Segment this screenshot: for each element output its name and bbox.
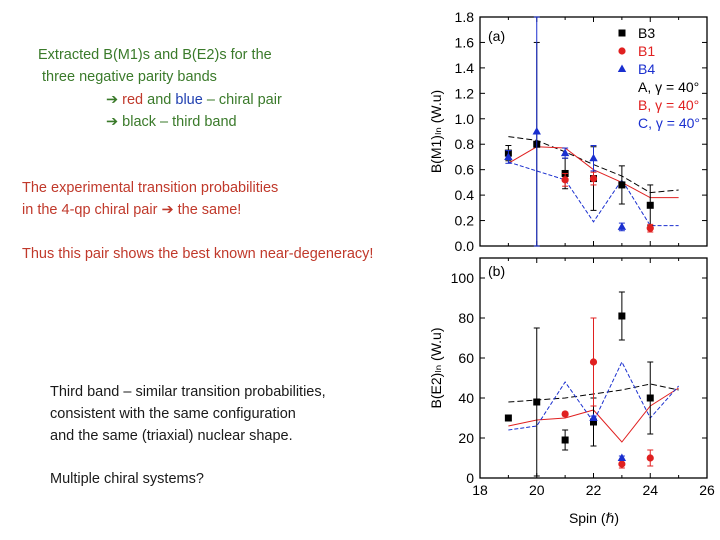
panel-b-point-b3 bbox=[618, 312, 626, 320]
panel-b-point-b3 bbox=[504, 414, 512, 422]
legend-label: B4 bbox=[638, 61, 655, 77]
legend-marker-circle bbox=[618, 47, 626, 55]
panel-b-point-b3 bbox=[590, 418, 597, 426]
panel-a-ytick-label: 0.0 bbox=[455, 238, 475, 254]
panel-a-point-b4 bbox=[589, 153, 598, 162]
x-tick-label: 26 bbox=[699, 482, 715, 498]
panel-a-point-b4 bbox=[560, 148, 570, 157]
panel-b-point-b3 bbox=[646, 394, 654, 402]
x-tick-label: 24 bbox=[642, 482, 658, 498]
panel-b-point-b4 bbox=[617, 453, 627, 461]
panel-b-ytick-label: 80 bbox=[458, 310, 474, 326]
x-tick-label: 22 bbox=[586, 482, 602, 498]
panel-b-ytick-label: 100 bbox=[451, 270, 475, 286]
panel-a-ytick-label: 0.6 bbox=[455, 162, 475, 178]
multiple-chiral-question: Multiple chiral systems? bbox=[50, 471, 204, 487]
panel-a-ytick-label: 1.6 bbox=[455, 34, 475, 50]
panel-a-point-b1 bbox=[561, 176, 569, 184]
panel-b-ytick-label: 40 bbox=[458, 390, 474, 406]
third-band-line: ➔ black – third band bbox=[106, 113, 237, 132]
chiral-pair-text: – chiral pair bbox=[206, 92, 282, 108]
arrow-icon: ➔ bbox=[106, 114, 119, 130]
x-axis-label: Spin (ℏ) bbox=[569, 510, 619, 526]
panel-b-point-b3 bbox=[561, 436, 569, 444]
experiment-line-2a: in the 4-qp chiral pair bbox=[22, 202, 158, 218]
panel-a-label: (a) bbox=[488, 28, 505, 44]
and-word: and bbox=[147, 92, 172, 108]
panel-a-ytick-label: 0.8 bbox=[455, 136, 475, 152]
intro-line-2: three negative parity bands bbox=[42, 69, 217, 85]
experiment-line-2: in the 4-qp chiral pair ➔ the same! bbox=[22, 201, 241, 220]
chiral-pair-line: ➔ red and blue – chiral pair bbox=[106, 91, 282, 110]
third-band-desc-3: and the same (triaxial) nuclear shape. bbox=[50, 428, 293, 444]
x-tick-label: 18 bbox=[472, 482, 488, 498]
panel-a-point-b1 bbox=[589, 174, 598, 183]
panel-b-ylabel: B(E2)ₗₙ (W.u) bbox=[428, 327, 444, 408]
panel-a-point-b4 bbox=[617, 222, 627, 230]
panel-b-point-b1 bbox=[561, 410, 569, 418]
panel-a-ytick-label: 1.8 bbox=[455, 9, 475, 25]
panel-b-point-b3 bbox=[533, 398, 541, 406]
panel-a-frame bbox=[479, 16, 708, 247]
blue-word: blue bbox=[175, 92, 203, 108]
third-band-desc-1: Third band – similar transition probabil… bbox=[50, 384, 326, 400]
legend-label: B1 bbox=[638, 43, 655, 59]
legend-marker-square bbox=[618, 29, 626, 37]
panel-b-point-b4 bbox=[589, 413, 598, 421]
intro-line-1: Extracted B(M1)s and B(E2)s for the bbox=[38, 47, 272, 63]
arrow-icon: ➔ bbox=[161, 202, 174, 218]
panel-b-point-b1 bbox=[646, 454, 654, 462]
third-band-text: black – third band bbox=[122, 114, 237, 130]
legend-label: B3 bbox=[638, 25, 655, 41]
legend-label: A, γ = 40° bbox=[638, 79, 699, 95]
degeneracy-line: Thus this pair shows the best known near… bbox=[22, 246, 374, 262]
experiment-line-1: The experimental transition probabilitie… bbox=[22, 180, 279, 196]
panel-a-point-b3 bbox=[618, 181, 626, 189]
panel-a-ytick-label: 0.2 bbox=[455, 213, 475, 229]
panel-a-ytick-label: 1.4 bbox=[455, 60, 475, 76]
panel-a-ylabel: B(M1)ₗₙ (W.u) bbox=[428, 90, 444, 173]
third-band-desc-2: consistent with the same configuration bbox=[50, 406, 296, 422]
legend-label: B, γ = 40° bbox=[638, 97, 699, 113]
panel-a-ytick-label: 0.4 bbox=[455, 187, 475, 203]
panel-a-ytick-label: 1.0 bbox=[455, 111, 475, 127]
panel-a-point-b1 bbox=[646, 224, 654, 232]
panel-b-ytick-label: 60 bbox=[458, 350, 474, 366]
panel-b-label: (b) bbox=[488, 263, 505, 279]
x-tick-label: 20 bbox=[529, 482, 545, 498]
panel-a-ytick-label: 1.2 bbox=[455, 85, 475, 101]
panel-b-point-b1 bbox=[618, 460, 626, 468]
legend-label: C, γ = 40° bbox=[638, 115, 700, 131]
panel-a-point-b3 bbox=[646, 201, 654, 209]
panel-a-point-b4 bbox=[504, 152, 513, 160]
arrow-icon: ➔ bbox=[106, 92, 119, 108]
panel-a-theory-c bbox=[508, 161, 679, 227]
experiment-line-2b: the same! bbox=[177, 202, 242, 218]
panel-b-ytick-label: 0 bbox=[466, 470, 474, 486]
legend-marker-triangle bbox=[617, 64, 627, 72]
panel-a-point-b4 bbox=[532, 127, 541, 135]
panel-b-point-b1 bbox=[589, 358, 598, 366]
red-word: red bbox=[122, 92, 144, 108]
panel-b-ytick-label: 20 bbox=[458, 430, 474, 446]
